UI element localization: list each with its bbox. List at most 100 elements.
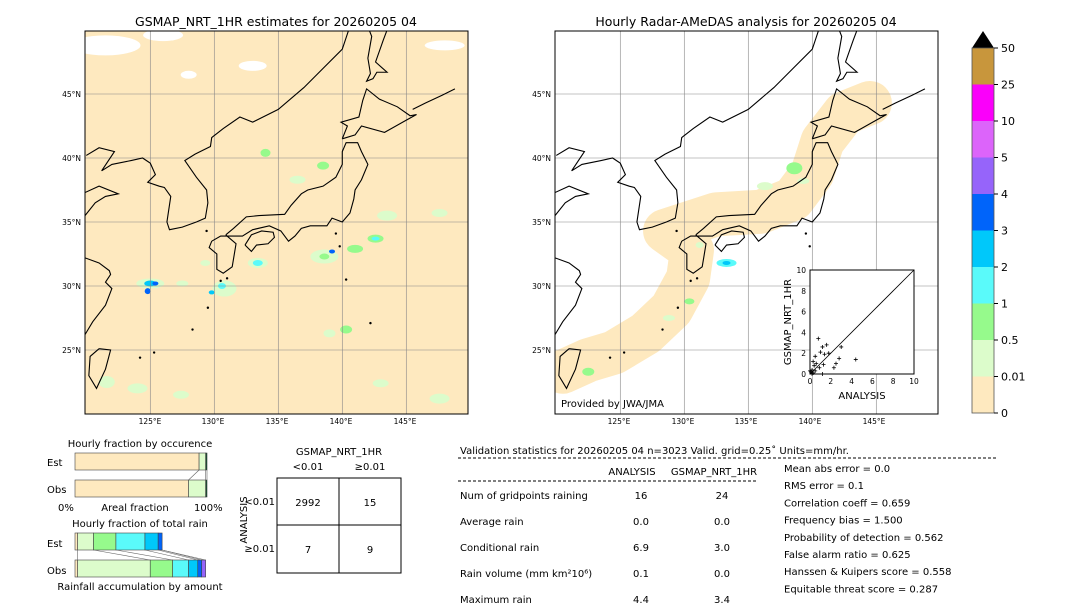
stats-analysis-value: 0.1 xyxy=(633,569,649,580)
rain-area xyxy=(722,260,731,265)
rain-area xyxy=(252,259,263,266)
colorbar-label: 4 xyxy=(1001,188,1008,201)
rain-area xyxy=(289,175,306,184)
island xyxy=(206,306,210,309)
colorbar-label: 0.01 xyxy=(1001,371,1026,384)
colorbar-segment xyxy=(972,340,994,377)
rain-area xyxy=(319,253,330,260)
stats-analysis-value: 6.9 xyxy=(633,543,649,554)
score-line: Correlation coeff = 0.659 xyxy=(784,498,910,509)
rain-area xyxy=(260,148,271,157)
bar-est-segment xyxy=(157,532,163,551)
score-line: False alarm ratio = 0.625 xyxy=(784,550,911,561)
island xyxy=(695,277,699,280)
scatter-xlabel: ANALYSIS xyxy=(838,391,885,402)
rain-area xyxy=(431,209,448,218)
occurrence-xmin: 0% xyxy=(58,503,74,514)
score-line: Hanssen & Kuipers score = 0.558 xyxy=(784,567,951,578)
scatter-inset: 00 2 2 4 4 6 6 8 8 10 10 ANALYSIS GSMAP_NRT_1HR xyxy=(783,266,919,402)
rain-area xyxy=(173,390,189,399)
scatter-ytick: 4 xyxy=(801,328,806,337)
colorbar-segment xyxy=(972,84,994,121)
rain-area xyxy=(127,383,148,394)
bar-connector xyxy=(144,549,189,561)
scatter-point xyxy=(839,344,844,349)
stats-analysis-value: 0.0 xyxy=(633,517,649,528)
left-map xyxy=(85,31,468,414)
lon-tick: 140°E xyxy=(799,417,822,426)
one-to-one-line xyxy=(809,269,915,375)
bar-est-segment xyxy=(144,532,159,551)
island xyxy=(152,351,156,354)
rain-area xyxy=(786,162,803,175)
rain-area xyxy=(662,315,675,321)
coastline xyxy=(555,257,583,335)
occurrence-est-label: Est xyxy=(47,458,63,469)
scatter-point xyxy=(834,361,838,366)
island xyxy=(205,229,208,233)
island xyxy=(661,328,664,331)
rain-area xyxy=(317,161,330,170)
scatter-point xyxy=(814,361,819,366)
scatter-point xyxy=(837,356,842,361)
scatter-point xyxy=(853,357,858,362)
colorbar-label: 3 xyxy=(1001,225,1008,238)
scatter-point xyxy=(824,342,829,347)
no-data-patch xyxy=(180,70,197,79)
rain-area xyxy=(372,379,389,388)
total-rain-est-label: Est xyxy=(47,539,63,550)
scatter-ytick: 2 xyxy=(801,349,806,358)
scatter-point xyxy=(810,367,815,372)
rain-area xyxy=(684,298,695,305)
lon-tick: 145°E xyxy=(394,417,417,426)
total-rain-title: Hourly fraction of total rain xyxy=(72,519,208,530)
rain-area xyxy=(98,376,115,388)
coastline xyxy=(835,31,859,83)
score-line: Frequency bias = 1.500 xyxy=(784,516,903,527)
rain-area xyxy=(695,242,704,249)
coastline xyxy=(678,235,707,274)
bar-obs-segment xyxy=(201,559,206,578)
island xyxy=(369,321,372,325)
lat-tick: 35°N xyxy=(532,218,551,227)
island xyxy=(689,279,692,283)
right-lat-ticks: 45°N 40°N 35°N 30°N 25°N xyxy=(532,90,551,355)
bar-obs-segment xyxy=(77,559,151,578)
occurrence-xmax: 100% xyxy=(194,503,223,514)
coastline xyxy=(555,185,591,216)
rain-area xyxy=(797,178,810,185)
left-lon-ticks: 125°E 130°E 135°E 140°E 145°E xyxy=(139,417,417,426)
bar-obs-segment xyxy=(188,559,199,578)
stats-row-label: Rain volume (mm km²10⁶) xyxy=(460,569,592,580)
rain-area xyxy=(208,290,215,295)
bar-obs-segment xyxy=(149,559,173,578)
stats-header: Validation statistics for 20260205 04 n=… xyxy=(460,445,849,457)
colorbar-label: 1 xyxy=(1001,298,1008,311)
scatter-point xyxy=(818,350,823,355)
bar-est-segment xyxy=(205,452,208,471)
coastline xyxy=(365,31,389,83)
bar-connector xyxy=(115,549,173,561)
coastline xyxy=(558,348,582,390)
scatter-point xyxy=(820,372,825,376)
stats-gsmap-value: 3.0 xyxy=(714,543,730,554)
contingency-cell: 2992 xyxy=(295,498,320,509)
score-line: Probability of detection = 0.562 xyxy=(784,533,943,544)
left-map-frame xyxy=(84,30,469,415)
scatter-point xyxy=(810,372,815,376)
colorbar-segment xyxy=(972,230,994,267)
no-data-patch xyxy=(238,60,267,71)
lat-tick: 45°N xyxy=(62,90,81,99)
colorbar-label: 2 xyxy=(1001,261,1008,274)
scatter-point xyxy=(813,354,818,359)
no-data-patch xyxy=(143,31,184,42)
scatter-point xyxy=(813,368,818,373)
stats-row-label: Num of gridpoints raining xyxy=(460,491,588,502)
coastline xyxy=(208,235,237,274)
lon-tick: 140°E xyxy=(330,417,353,426)
data-credit: Provided by JWA/JMA xyxy=(561,399,664,410)
coastline xyxy=(555,31,819,231)
scatter-point xyxy=(816,336,821,341)
bar-est-segment xyxy=(198,452,206,471)
